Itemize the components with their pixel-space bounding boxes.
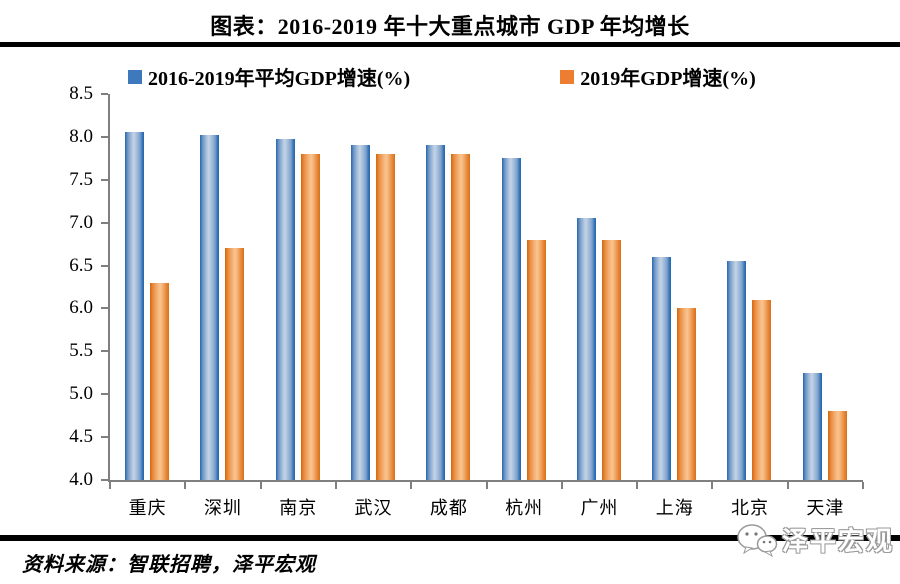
bar-group-4: 武汉: [336, 94, 411, 518]
brand-watermark: 泽平宏观: [736, 521, 894, 558]
bar-group-7: 广州: [562, 94, 637, 518]
blue-bar: [501, 158, 521, 480]
blue-bar: [652, 256, 672, 480]
x-axis-label: 北京: [731, 498, 770, 518]
blue-bar: [200, 135, 220, 480]
orange-bar: [375, 154, 395, 480]
x-axis-tick: [109, 482, 111, 489]
orange-bar: [601, 239, 621, 480]
x-axis-tick: [560, 482, 563, 489]
x-axis-label: 天津: [806, 498, 845, 518]
y-axis-label: 5.5: [69, 340, 93, 362]
blue-bar: [426, 145, 446, 480]
y-axis-tick: [101, 178, 108, 181]
wechat-bubbles-icon: [737, 523, 778, 557]
y-axis-label: 7.0: [69, 211, 93, 233]
x-axis-tick: [786, 482, 789, 489]
y-axis-label: 6.0: [69, 297, 93, 319]
y-axis-tick: [101, 436, 108, 439]
blue-bar: [350, 145, 370, 480]
top-divider: [0, 42, 900, 47]
x-axis-tick: [711, 482, 714, 489]
x-axis-label: 深圳: [203, 498, 242, 518]
orange-bar: [150, 282, 169, 480]
orange-bar: [677, 308, 697, 480]
bar-group-2: 深圳: [185, 94, 260, 518]
y-axis-tick: [101, 307, 108, 310]
x-axis-label: 杭州: [505, 498, 544, 518]
y-axis-tick: [101, 350, 108, 353]
blue-bar: [275, 138, 295, 480]
legend-item-2019: 2019年GDP增速(%): [560, 62, 756, 91]
blue-bar: [802, 372, 822, 480]
legend-label-avg: 2016-2019年平均GDP增速(%): [148, 68, 411, 90]
y-axis-label: 5.0: [69, 383, 93, 405]
x-axis-tick: [485, 482, 488, 489]
x-axis-label: 重庆: [128, 498, 167, 518]
y-axis-label: 4.0: [69, 469, 93, 490]
x-axis-label: 广州: [580, 498, 619, 518]
source-note: 资料来源：智联招聘，泽平宏观: [22, 554, 316, 576]
x-axis-tick: [636, 482, 639, 489]
x-axis-label: 武汉: [354, 498, 393, 518]
legend-item-avg: 2016-2019年平均GDP增速(%): [128, 62, 410, 91]
y-axis-tick: [101, 479, 108, 481]
orange-bar: [300, 154, 320, 480]
orange-bar: [827, 411, 847, 480]
legend-swatch-blue-icon: [128, 69, 142, 84]
y-axis-label: 8.5: [69, 83, 93, 104]
bar-group-9: 北京: [712, 94, 787, 518]
legend-label-2019: 2019年GDP增速(%): [580, 68, 756, 90]
blue-bar: [576, 218, 596, 480]
x-axis-tick: [334, 482, 337, 489]
bar-group-8: 上海: [637, 94, 712, 518]
y-axis-label: 6.5: [69, 254, 93, 276]
y-axis-tick: [101, 393, 108, 396]
y-axis-tick: [101, 264, 108, 267]
y-axis-label: 4.5: [69, 426, 93, 448]
orange-bar: [225, 248, 245, 480]
y-axis-label: 8.0: [69, 125, 93, 147]
x-axis-tick: [259, 482, 262, 489]
chart-title: 图表：2016-2019 年十大重点城市 GDP 年均增长: [210, 14, 690, 39]
orange-bar: [451, 154, 471, 480]
orange-bar: [752, 299, 772, 480]
x-axis-tick: [862, 482, 864, 489]
y-axis-tick: [101, 135, 108, 138]
bar-group-6: 杭州: [487, 94, 562, 518]
y-axis-label: 7.5: [69, 168, 93, 190]
x-axis-tick: [410, 482, 413, 489]
orange-bar: [526, 239, 546, 480]
bar-chart-plot-area: 8.5 8.0 7.5 7.0 6.5 6.0 5.5 5.0 4.5 4.0 重庆 深圳 南京 武汉 成都…: [69, 84, 864, 518]
watermark-label: 泽平宏观: [781, 527, 894, 556]
x-axis-tick: [184, 482, 187, 489]
y-axis-tick: [101, 93, 108, 95]
blue-bar: [727, 261, 747, 480]
bar-group-1: 重庆: [110, 94, 185, 518]
x-axis-label: 上海: [655, 498, 694, 518]
chart-legend: 2016-2019年平均GDP增速(%) 2019年GDP增速(%): [128, 62, 756, 91]
bar-group-5: 成都: [411, 94, 486, 518]
bar-group-3: 南京: [261, 94, 336, 518]
y-axis-tick: [101, 221, 108, 224]
legend-swatch-orange-icon: [560, 69, 575, 84]
x-axis-label: 成都: [429, 498, 468, 518]
bottom-divider: [0, 535, 900, 541]
x-axis-label: 南京: [279, 498, 318, 518]
blue-bar: [125, 131, 144, 480]
bar-group-10: 天津: [788, 94, 863, 518]
